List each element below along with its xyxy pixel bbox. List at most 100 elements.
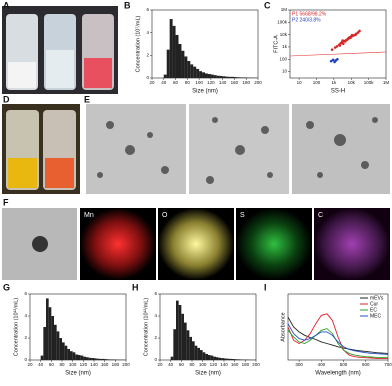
histogram-bar [173,329,176,360]
x-tick-label: 180 [242,362,250,367]
x-tick-label: 160 [231,362,239,367]
x-tick-label: 160 [231,80,239,85]
eds-maps: Mn O S C [2,208,390,280]
histogram-bar [99,359,102,360]
x-tick-label: 20 [149,80,155,85]
histogram-bar [46,298,49,360]
scatter-point [339,44,342,47]
x-tick-label: 20 [157,362,163,367]
x-tick-label: 120 [210,362,218,367]
scatter-point [341,39,344,42]
histogram-bar [179,305,182,360]
histogram-bar [237,359,240,360]
histogram-bar [171,357,174,360]
histogram-bar [181,51,184,78]
scatter-point [332,59,335,62]
scatter-point [342,42,345,45]
scatter-point [336,45,339,48]
legend-label: MEC [370,313,382,319]
histogram-bar [193,67,196,78]
histogram-bar [211,356,214,360]
histogram-bar [51,316,54,360]
x-tick-label: 60 [173,80,179,85]
gate-line [290,52,386,56]
histogram-bar [232,359,235,360]
line-series [288,317,388,353]
scatter-point [347,38,350,41]
x-tick-label: 10k [348,80,356,85]
histogram-bar [73,352,76,360]
histogram-bar [219,358,222,360]
line-series [288,314,388,359]
histogram-bar [229,359,232,360]
histogram-bar [214,75,217,78]
panel-label: C [264,0,271,10]
histogram-bar [94,358,97,360]
photo-vials-colored [2,104,80,194]
histogram-bar [235,359,238,360]
x-axis-label: Size (nm) [195,371,221,377]
y-tick-label: 1M [281,7,288,12]
y-tick-label: 2 [154,335,157,340]
histogram-bar [184,56,187,78]
histogram-bar [208,74,211,78]
histogram-bar [192,341,195,360]
histogram-bar [43,327,46,360]
histogram-bar [232,77,235,78]
eds-label: O [162,212,168,219]
histogram-bar [41,356,44,360]
x-tick-label: 80 [59,362,65,367]
x-tick-label: 140 [90,362,98,367]
line-series [288,324,388,355]
x-tick-label: 40 [161,80,167,85]
histogram-bar [81,356,84,360]
histogram-bar [243,77,246,78]
histogram-bar [102,359,105,360]
histogram-bar [213,357,216,360]
y-tick-label: 1k [282,44,288,49]
eds-label: Mn [84,212,94,219]
histogram-bar [167,50,170,78]
histogram-bar [226,77,229,78]
x-axis-label: Size (nm) [65,371,91,377]
x-tick-label: 1M [383,80,390,85]
histogram-bar [176,35,179,78]
histogram-bar [196,69,199,78]
x-tick-label: 80 [185,80,191,85]
x-tick-label: 700 [384,362,392,367]
x-tick-label: 60 [179,362,185,367]
x-tick-label: 140 [219,80,227,85]
y-axis-label: Concentration (10¹²/mL) [13,298,19,357]
histogram-bar [164,75,167,78]
histogram-bar [75,355,78,361]
histogram-bar [176,301,179,360]
x-tick-label: 100 [195,80,203,85]
x-tick-label: 500 [340,362,348,367]
histogram-bar [110,359,113,360]
histogram-bar [70,351,73,360]
x-tick-label: 120 [207,80,215,85]
histogram-bar [181,314,184,360]
y-tick-label: 10 [282,69,288,74]
histogram-bar [59,338,62,360]
eds-label: C [318,212,323,219]
x-tick-label: 600 [362,362,370,367]
histogram-bar [211,75,214,78]
x-tick-label: 100 [69,362,77,367]
histogram-bar [220,76,223,78]
histogram-bar [195,346,198,360]
histogram-bar [113,359,116,360]
x-tick-label: 180 [242,80,250,85]
histogram-bar [86,357,89,360]
histogram-bar [179,44,182,78]
panel-label: B [124,0,131,10]
x-tick-label: 400 [318,362,326,367]
y-tick-label: 100 [279,56,287,61]
histogram-bar [240,77,243,78]
panel-label: D [3,94,10,104]
histogram-bar [62,342,65,360]
histogram-bar [91,358,94,360]
x-tick-label: 40 [38,362,44,367]
x-tick-label: 100k [364,80,375,85]
panel-label: F [3,197,9,207]
